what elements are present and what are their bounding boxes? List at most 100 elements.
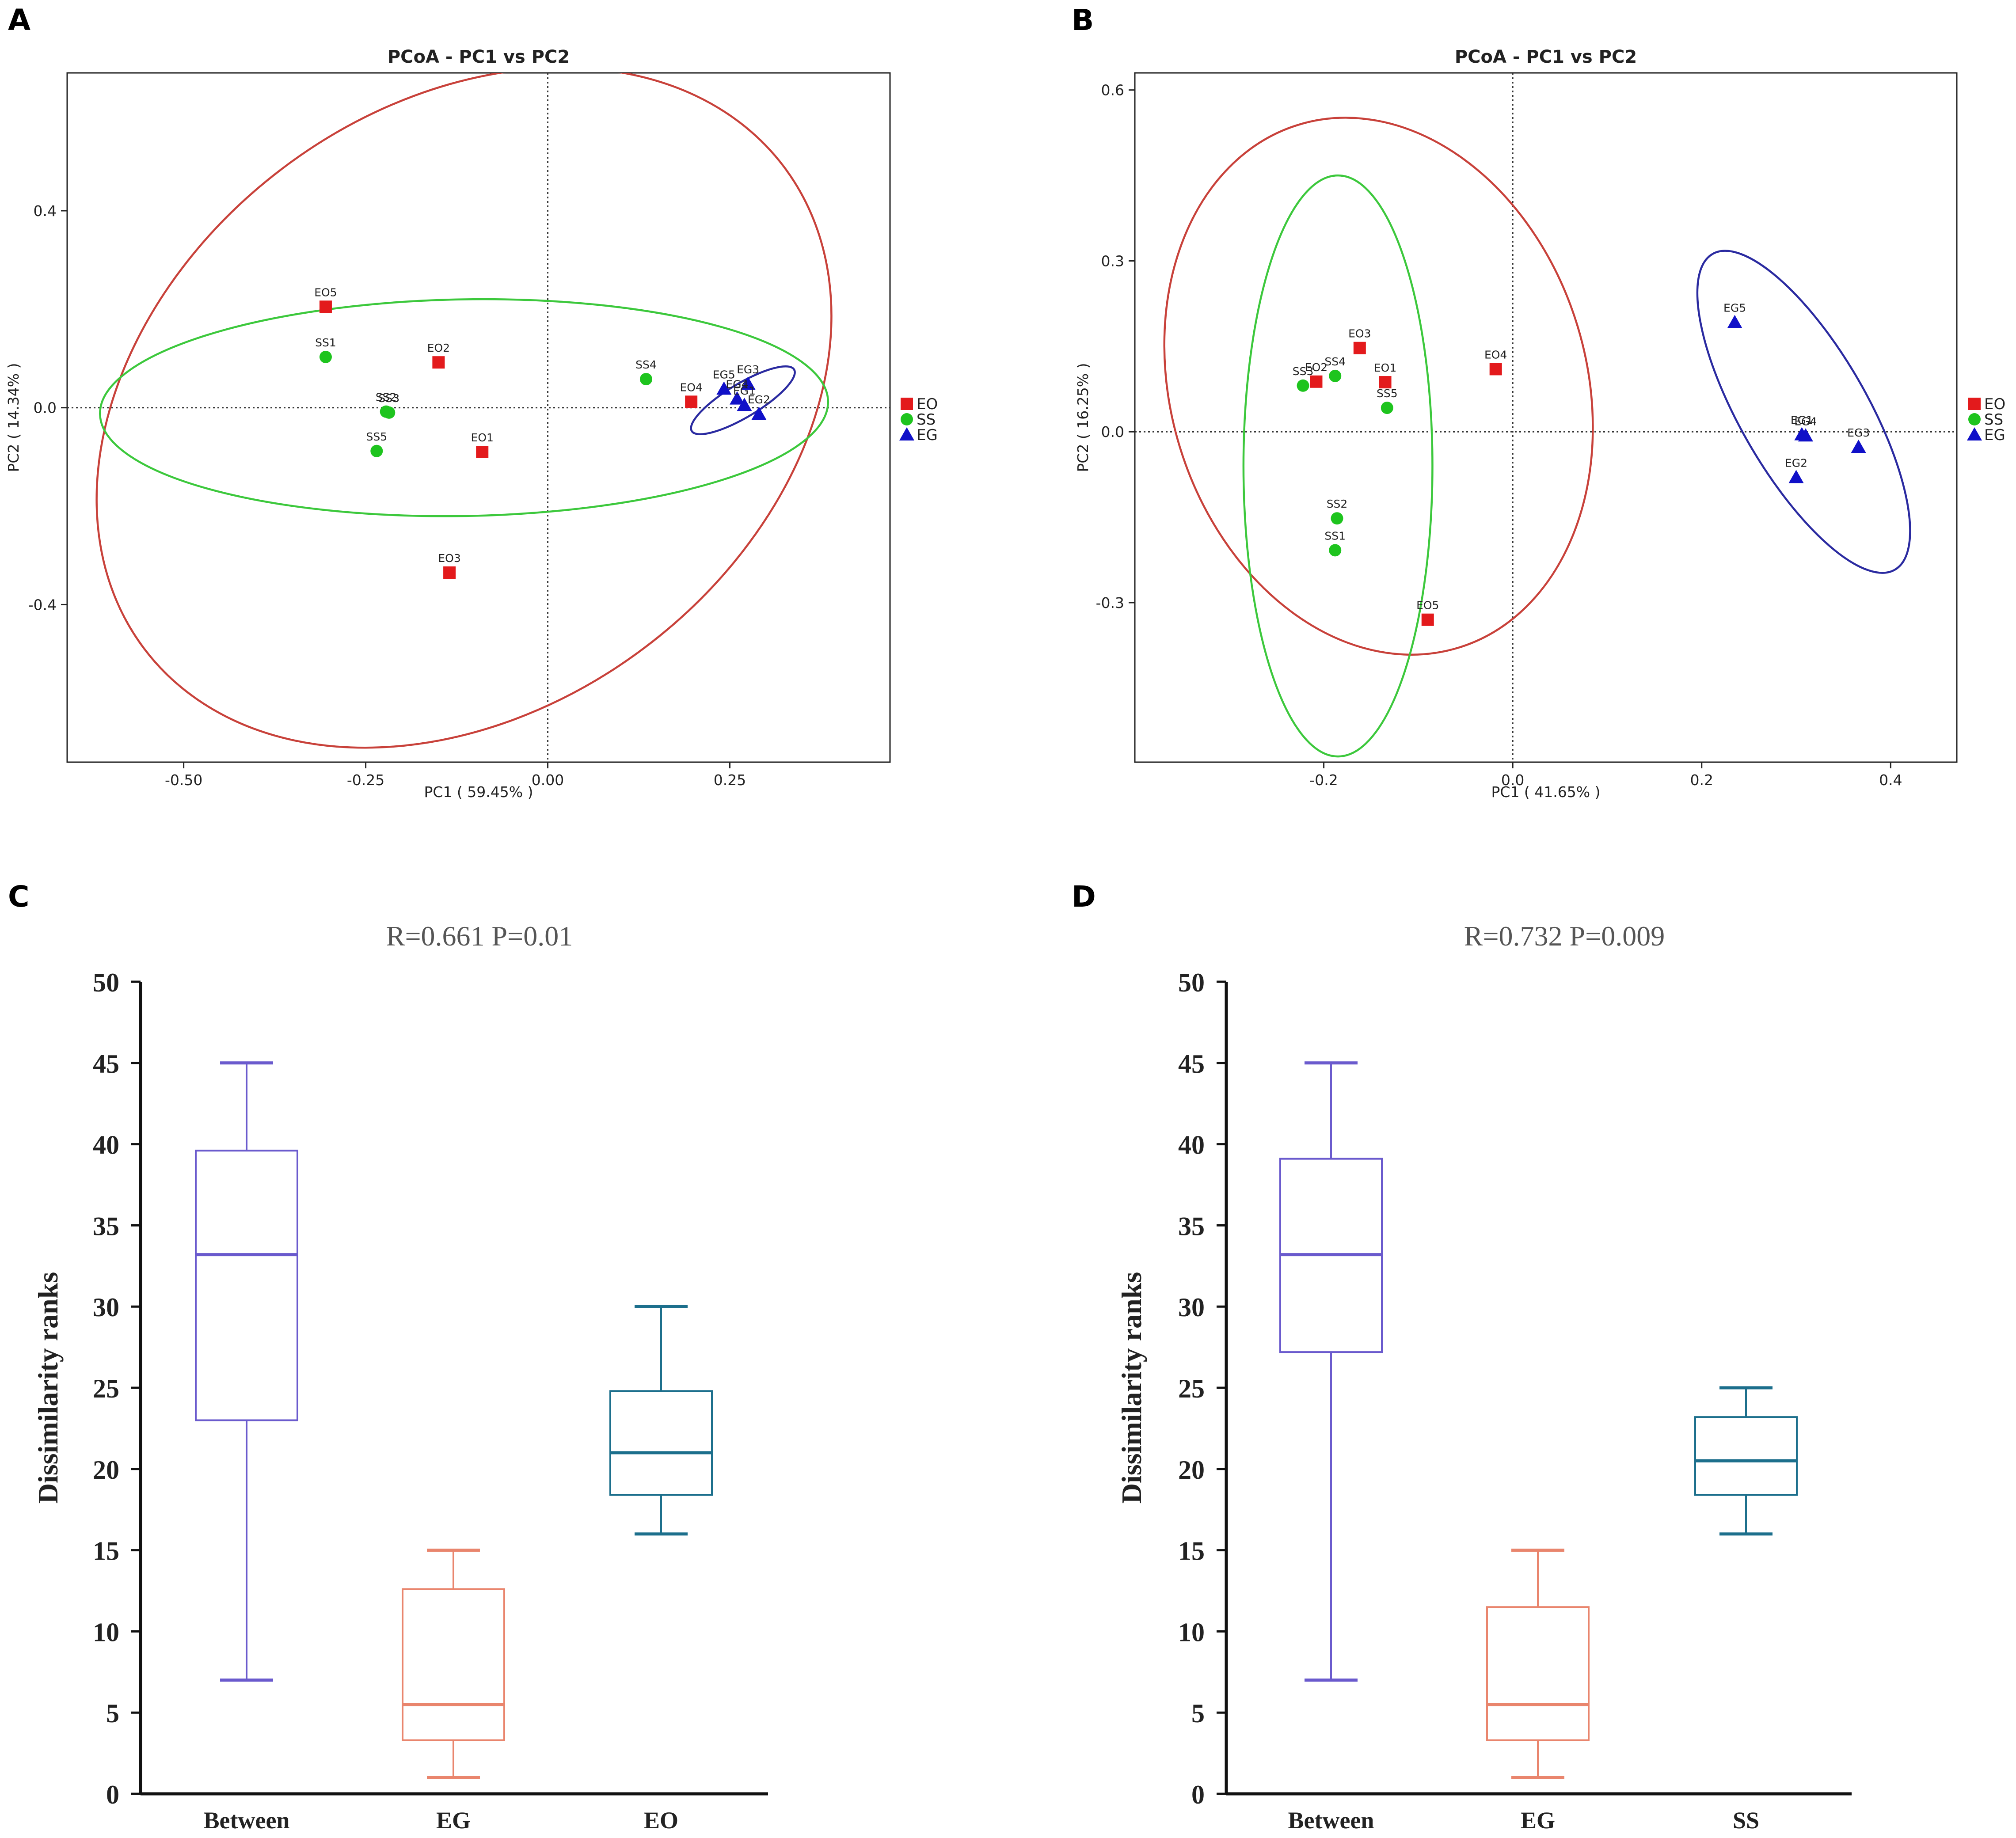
legend-marker-eg bbox=[899, 427, 914, 441]
plot-title: R=0.661 P=0.01 bbox=[386, 920, 573, 952]
panel-letter-b: B bbox=[1072, 3, 1094, 37]
y-axis-label: PC2 ( 16.25% ) bbox=[1074, 363, 1092, 472]
legend-marker-eo bbox=[901, 398, 913, 410]
y-tick-label: 20 bbox=[1178, 1455, 1205, 1485]
plot-title: R=0.732 P=0.009 bbox=[1464, 920, 1665, 952]
y-tick-label: 10 bbox=[93, 1618, 119, 1647]
point-ss4 bbox=[639, 373, 652, 386]
legend-label: SS bbox=[1984, 411, 2003, 429]
legend-label: EG bbox=[917, 426, 938, 444]
legend-label: EO bbox=[917, 395, 938, 413]
ellipse-eg bbox=[690, 365, 796, 436]
point-label: EG3 bbox=[737, 363, 759, 376]
point-eg2 bbox=[751, 406, 767, 420]
x-tick-label: 0.25 bbox=[714, 771, 746, 789]
y-tick-label: 45 bbox=[1178, 1049, 1205, 1078]
y-tick-label: 30 bbox=[93, 1293, 119, 1322]
panel-a-pcoa: A PCoA - PC1 vs PC2 -0.50 -0.25 0.00 0.25 -0.4… bbox=[5, 3, 938, 801]
ellipses bbox=[95, 73, 833, 749]
point-eo3 bbox=[443, 566, 456, 579]
x-tick-label: -0.2 bbox=[1309, 771, 1338, 789]
y-tick-label: -0.3 bbox=[1096, 594, 1124, 611]
legend-label: SS bbox=[917, 411, 936, 429]
iqr-box bbox=[1694, 1416, 1798, 1496]
y-tick-label: 40 bbox=[93, 1131, 119, 1160]
point-eg3 bbox=[1851, 440, 1866, 453]
point-eo2 bbox=[1310, 375, 1323, 388]
point-label: EG1 bbox=[1791, 414, 1813, 427]
y-tick-label: 50 bbox=[93, 968, 119, 997]
point-label: EG4 bbox=[726, 378, 748, 391]
point-label: SS3 bbox=[378, 392, 399, 405]
y-tick-label: 40 bbox=[1178, 1131, 1205, 1160]
plot-frame bbox=[1134, 72, 1958, 763]
x-axis-label: PC1 ( 41.65% ) bbox=[1491, 783, 1601, 801]
category-label: EG bbox=[1521, 1807, 1555, 1834]
point-ss1 bbox=[1329, 544, 1342, 557]
y-axis-label: Dissimilarity ranks bbox=[1116, 1272, 1147, 1504]
point-label: EO1 bbox=[471, 431, 494, 444]
iqr-box bbox=[195, 1150, 298, 1421]
ellipse-ss bbox=[1242, 174, 1434, 758]
y-tick-label: 0.0 bbox=[1101, 423, 1124, 441]
point-label: EO1 bbox=[1374, 361, 1396, 374]
point-label: EO2 bbox=[1305, 361, 1328, 374]
point-label: EO3 bbox=[438, 552, 460, 565]
x-tick-label: -0.25 bbox=[347, 771, 384, 789]
point-ss5 bbox=[1381, 402, 1393, 414]
iqr-box bbox=[1486, 1606, 1590, 1741]
iqr-box bbox=[609, 1390, 713, 1496]
point-label: EO5 bbox=[314, 286, 337, 299]
y-axis-label: Dissimilarity ranks bbox=[32, 1272, 64, 1504]
point-label: EG5 bbox=[1723, 302, 1746, 315]
ellipse-eo bbox=[95, 73, 833, 749]
point-label: EO4 bbox=[680, 381, 702, 394]
category-label: Between bbox=[204, 1807, 290, 1834]
legend-marker-ss bbox=[1968, 413, 1981, 425]
point-label: EG3 bbox=[1847, 426, 1870, 439]
panel-letter-c: C bbox=[8, 880, 29, 914]
category-label: SS bbox=[1733, 1807, 1759, 1834]
point-eg4 bbox=[1798, 428, 1813, 442]
y-tick-label: 50 bbox=[1178, 968, 1205, 997]
point-label: SS1 bbox=[1324, 529, 1346, 542]
x-tick-label: 0.2 bbox=[1690, 771, 1713, 789]
x-axis-label: PC1 ( 59.45% ) bbox=[424, 783, 533, 801]
point-eo5 bbox=[1421, 613, 1434, 626]
y-tick-label: 20 bbox=[93, 1455, 119, 1485]
point-eg5 bbox=[1727, 315, 1742, 328]
x-tick-label: -0.50 bbox=[165, 771, 202, 789]
ellipse-eg bbox=[1696, 250, 1911, 574]
y-tick-label: 25 bbox=[93, 1374, 119, 1403]
point-eo5 bbox=[319, 300, 332, 313]
point-label: EG4 bbox=[1794, 415, 1817, 428]
y-axis-label: PC2 ( 14.34% ) bbox=[5, 363, 22, 472]
point-label: EG1 bbox=[733, 384, 756, 397]
x-tick-label: 0.00 bbox=[532, 771, 564, 789]
y-tick-label: 5 bbox=[106, 1699, 119, 1728]
point-label: SS2 bbox=[376, 391, 397, 404]
box-between bbox=[1279, 1061, 1383, 1682]
point-eg3 bbox=[740, 376, 756, 390]
legend-marker-ss bbox=[901, 413, 913, 425]
y-tick-label: 0 bbox=[1191, 1780, 1205, 1809]
point-label: EO2 bbox=[427, 342, 450, 354]
legend-marker-eo bbox=[1968, 398, 1981, 410]
point-label: EG2 bbox=[1785, 456, 1807, 469]
point-label: SS5 bbox=[366, 430, 387, 443]
point-ss3 bbox=[1297, 379, 1309, 392]
category-label: EO bbox=[644, 1807, 678, 1834]
x-tick-label: 0.4 bbox=[1879, 771, 1902, 789]
plot-title: PCoA - PC1 vs PC2 bbox=[388, 47, 570, 67]
y-tick-label: 30 bbox=[1178, 1293, 1205, 1322]
point-eg2 bbox=[1788, 470, 1804, 483]
y-tick-label: 35 bbox=[1178, 1211, 1205, 1241]
legend-marker-eg bbox=[1967, 427, 1982, 441]
point-eg5 bbox=[716, 381, 732, 395]
panel-d-anosim-boxplot: D R=0.732 P=0.009 0 5 10 15 20 25 30 35 40 45 50 Diss… bbox=[1072, 880, 1852, 1834]
y-tick-label: 25 bbox=[1178, 1374, 1205, 1403]
panel-c-anosim-boxplot: C R=0.661 P=0.01 0 5 10 15 20 25 30 35 40 45 50 Dissi… bbox=[8, 880, 768, 1834]
point-label: SS3 bbox=[1293, 365, 1314, 378]
